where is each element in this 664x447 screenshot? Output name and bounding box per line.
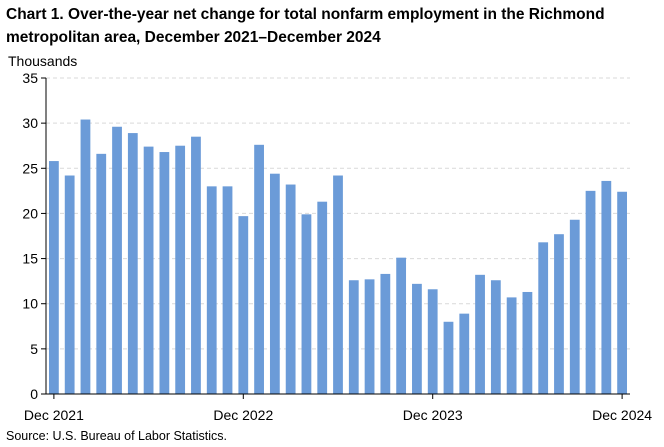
bar [285, 184, 296, 394]
bar [64, 175, 75, 394]
bar [380, 273, 391, 394]
bars [48, 119, 628, 395]
y-tick-label: 35 [22, 70, 38, 86]
source-note: Source: U.S. Bureau of Labor Statistics. [6, 429, 227, 443]
x-tick-label: Dec 2021 [24, 407, 84, 423]
tick-labels: 0 5 10 15 20 25 30 35 Dec 2021 Dec 2022 Dec 2023 De… [22, 70, 652, 423]
gridlines [46, 77, 630, 350]
y-tick-label: 5 [30, 341, 38, 357]
x-tick-label: Dec 2022 [213, 407, 273, 423]
bar [490, 280, 501, 394]
y-tick-label: 15 [22, 251, 38, 267]
x-tick-label: Dec 2024 [592, 407, 652, 423]
bar [396, 257, 407, 394]
bar [569, 219, 580, 394]
y-tick-label: 20 [22, 205, 38, 221]
bar [459, 313, 470, 394]
bar [48, 161, 59, 394]
bar [254, 144, 264, 394]
y-axis-label: Thousands [8, 53, 78, 69]
bar [127, 133, 138, 394]
y-tick-label: 25 [22, 160, 38, 176]
bar [191, 136, 201, 394]
bar [269, 173, 280, 394]
y-tick-label: 30 [22, 115, 38, 131]
bar [222, 186, 233, 394]
y-tick-label: 0 [30, 386, 38, 402]
bar [538, 242, 549, 394]
bar [427, 289, 438, 394]
bar [96, 153, 107, 394]
bar [238, 216, 249, 394]
bar [348, 280, 359, 394]
bar [506, 297, 517, 394]
bar [112, 126, 122, 395]
bar [554, 234, 564, 394]
bar [617, 191, 628, 394]
chart-title: Chart 1. Over-the-year net change for to… [6, 6, 605, 46]
bar [601, 180, 612, 394]
axes [41, 77, 630, 399]
bar [443, 321, 454, 394]
bar [159, 152, 170, 394]
bar [475, 274, 485, 394]
bar [143, 146, 154, 394]
x-tick-label: Dec 2023 [403, 407, 463, 423]
bar [206, 186, 217, 394]
bar [301, 214, 312, 394]
bar [522, 291, 533, 394]
y-tick-label: 10 [22, 296, 38, 312]
bar [412, 283, 422, 394]
bar [80, 119, 91, 394]
bar [175, 145, 186, 394]
bar [333, 175, 343, 394]
bar [585, 190, 596, 394]
bar [317, 201, 328, 394]
bar [364, 279, 375, 394]
